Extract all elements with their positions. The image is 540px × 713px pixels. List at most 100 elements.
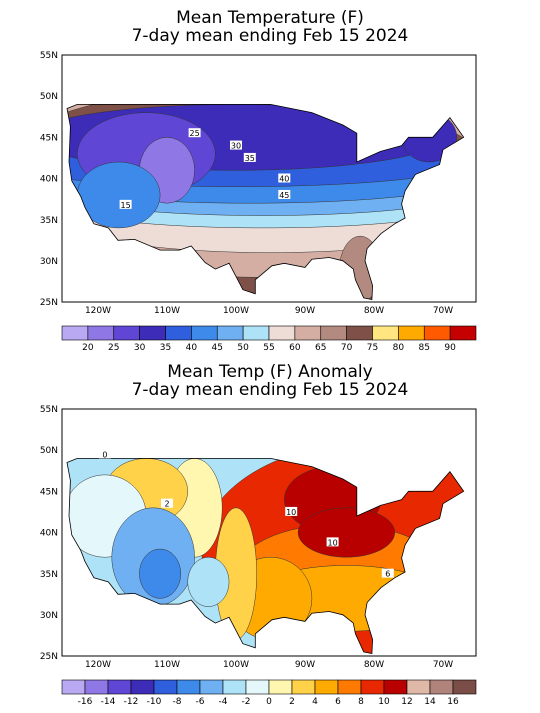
colorbar-label: 50 <box>237 343 249 353</box>
map-fill <box>62 409 540 656</box>
title: 7-day mean ending Feb 15 2024 <box>132 26 409 46</box>
colorbar-box <box>430 680 453 694</box>
lon-label: 90W <box>295 660 315 670</box>
colorbar-label: -14 <box>101 697 116 707</box>
colorbar-box <box>384 680 407 694</box>
colorbar-label: 8 <box>358 697 364 707</box>
colorbar-label: 45 <box>212 343 223 353</box>
colorbar-label: 65 <box>315 343 326 353</box>
fill-region <box>188 557 229 606</box>
colorbar-box <box>140 326 166 340</box>
colorbar-label: 80 <box>393 343 405 353</box>
lon-label: 70W <box>433 660 453 670</box>
lat-label: 40N <box>40 529 58 539</box>
colorbar-label: 60 <box>289 343 301 353</box>
colorbar-label: 75 <box>367 343 378 353</box>
lon-label: 100W <box>223 306 249 316</box>
colorbar-label: 30 <box>134 343 146 353</box>
lat-label: 55N <box>40 405 58 415</box>
colorbar-box <box>453 680 476 694</box>
title: Mean Temperature (F) <box>176 8 364 28</box>
colorbar-label: 90 <box>444 343 456 353</box>
fill-region <box>298 508 395 557</box>
contour-label: 35 <box>245 154 255 163</box>
lon-label: 70W <box>433 306 453 316</box>
colorbar-box <box>292 680 315 694</box>
colorbar-label: 14 <box>424 697 436 707</box>
lat-label: 50N <box>40 92 58 102</box>
lon-label: 110W <box>154 660 180 670</box>
lat-label: 30N <box>40 611 58 621</box>
colorbar-label: 70 <box>341 343 353 353</box>
title: 7-day mean ending Feb 15 2024 <box>132 380 409 400</box>
lon-label: 120W <box>85 660 111 670</box>
colorbar-label: -2 <box>242 697 251 707</box>
lon-label: 120W <box>85 306 111 316</box>
title: Mean Temp (F) Anomaly <box>167 362 372 382</box>
colorbar-box <box>62 326 88 340</box>
colorbar-box <box>398 326 424 340</box>
colorbar-box <box>315 680 338 694</box>
colorbar-box <box>166 326 192 340</box>
colorbar-box <box>217 326 243 340</box>
colorbar-label: 4 <box>312 697 318 707</box>
colorbar-box <box>407 680 430 694</box>
colorbar-box <box>338 680 361 694</box>
lon-label: 100W <box>223 660 249 670</box>
contour-label: 30 <box>231 142 241 151</box>
colorbar-box <box>191 326 217 340</box>
colorbar-label: 12 <box>401 697 412 707</box>
fill-region <box>340 236 381 302</box>
colorbar-label: 35 <box>160 343 171 353</box>
colorbar-box <box>295 326 321 340</box>
contour-label: 10 <box>286 508 296 517</box>
lat-label: 50N <box>40 446 58 456</box>
colorbar-box <box>450 326 476 340</box>
lat-label: 30N <box>40 257 58 267</box>
contour-label: 15 <box>121 201 131 210</box>
colorbar-box <box>200 680 223 694</box>
colorbar-label: 55 <box>263 343 274 353</box>
colorbar-label: -10 <box>147 697 162 707</box>
colorbar-box <box>321 326 347 340</box>
contour-label: 0 <box>102 450 107 459</box>
colorbar-label: 40 <box>186 343 198 353</box>
lat-label: 55N <box>40 51 58 61</box>
colorbar-label: 0 <box>266 697 272 707</box>
lat-label: 45N <box>40 487 58 497</box>
colorbar-label: -12 <box>124 697 139 707</box>
colorbar-box <box>373 326 399 340</box>
colorbar-box <box>88 326 114 340</box>
fill-region <box>139 549 180 598</box>
colorbar-box <box>62 680 85 694</box>
colorbar-box <box>347 326 373 340</box>
colorbar-box <box>269 680 292 694</box>
contour-label: 40 <box>279 175 289 184</box>
colorbar-label: 85 <box>419 343 430 353</box>
colorbar-box <box>114 326 140 340</box>
colorbar-label: 2 <box>289 697 295 707</box>
colorbar-label: 6 <box>335 697 341 707</box>
contour-label: 10 <box>328 538 338 547</box>
lon-label: 80W <box>364 660 384 670</box>
colorbar-label: -4 <box>219 697 228 707</box>
colorbar-label: 10 <box>378 697 390 707</box>
colorbar-box <box>424 326 450 340</box>
colorbar-box <box>269 326 295 340</box>
contour-label: 45 <box>279 191 289 200</box>
colorbar-label: 20 <box>82 343 94 353</box>
lon-label: 90W <box>295 306 315 316</box>
colorbar-label: -6 <box>196 697 205 707</box>
colorbar-box <box>85 680 108 694</box>
lon-label: 110W <box>154 306 180 316</box>
lat-label: 35N <box>40 216 58 226</box>
lat-label: 25N <box>40 652 58 662</box>
colorbar-label: -8 <box>173 697 182 707</box>
colorbar-box <box>177 680 200 694</box>
lon-label: 80W <box>364 306 384 316</box>
colorbar-label: 25 <box>108 343 119 353</box>
contour-label: 25 <box>190 129 200 138</box>
lat-label: 35N <box>40 570 58 580</box>
colorbar-box <box>243 326 269 340</box>
